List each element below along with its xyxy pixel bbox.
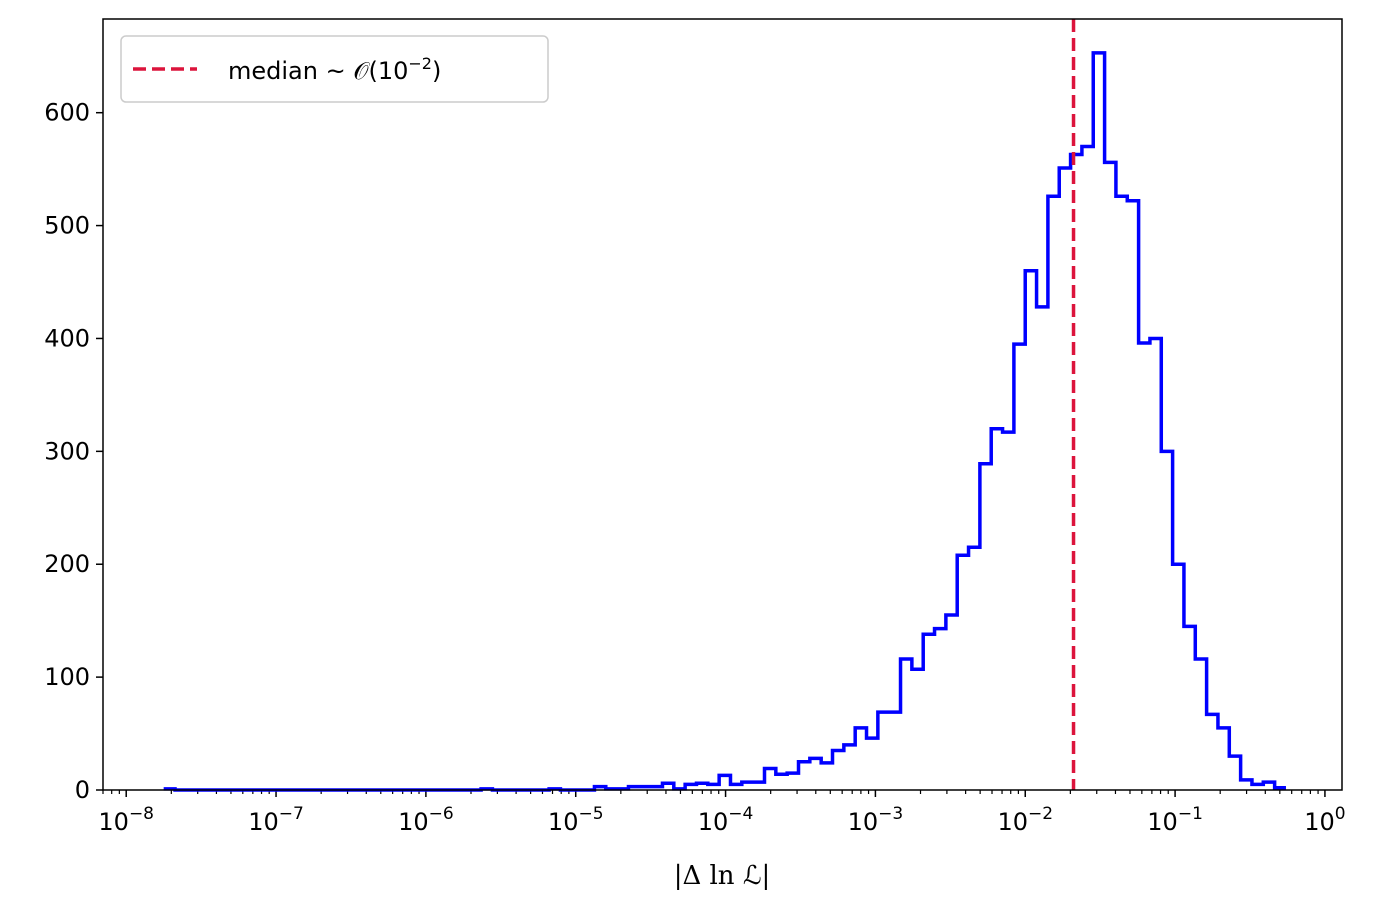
x-tick-label: 10−2 — [997, 804, 1053, 836]
legend-median-text: median ~ 𝒪(10 — [228, 57, 408, 85]
x-tick-label: 10−1 — [1147, 804, 1203, 836]
x-tick-exponent: −4 — [728, 804, 753, 824]
x-tick-base: 10 — [698, 808, 729, 836]
x-major-ticks: 10−8 10−7 10−6 10−5 10−4 10−3 10−2 10−1 100 — [98, 790, 1346, 836]
x-tick-base: 10 — [997, 808, 1028, 836]
x-tick-base: 10 — [1304, 808, 1335, 836]
y-tick-label: 200 — [44, 550, 90, 578]
x-tick-exponent: −6 — [429, 804, 454, 824]
x-tick-label: 10−3 — [848, 804, 904, 836]
x-tick-base: 10 — [398, 808, 429, 836]
x-tick-label: 10−5 — [548, 804, 604, 836]
x-tick-base: 10 — [248, 808, 279, 836]
x-tick-base: 10 — [98, 808, 129, 836]
y-tick-label: 0 — [75, 776, 90, 804]
x-tick-exponent: −7 — [279, 804, 304, 824]
x-tick-exponent: −2 — [1028, 804, 1053, 824]
legend: median ~ 𝒪(10−2) — [120, 35, 549, 103]
x-tick-base: 10 — [848, 808, 879, 836]
x-tick-label: 10−8 — [98, 804, 154, 836]
x-axis-label: |Δ ln ℒ| — [674, 861, 771, 891]
y-tick-label: 500 — [44, 212, 90, 240]
x-tick-label: 10−6 — [398, 804, 454, 836]
plot-background — [103, 19, 1342, 790]
legend-median-exponent: −2 — [408, 54, 432, 73]
x-tick-label: 100 — [1304, 804, 1345, 836]
legend-median-label: median ~ 𝒪(10−2) — [228, 54, 441, 85]
x-tick-exponent: −8 — [129, 804, 154, 824]
x-tick-base: 10 — [1147, 808, 1178, 836]
x-tick-exponent: 0 — [1335, 804, 1346, 824]
y-tick-label: 400 — [44, 324, 90, 352]
x-tick-base: 10 — [548, 808, 579, 836]
y-tick-label: 300 — [44, 437, 90, 465]
plot-frame — [102, 18, 1343, 791]
legend-box — [120, 35, 549, 103]
y-ticks: 0 100 200 300 400 500 600 — [44, 99, 103, 804]
x-tick-label: 10−7 — [248, 804, 304, 836]
legend-median-close: ) — [432, 57, 441, 85]
x-tick-exponent: −1 — [1178, 804, 1203, 824]
y-tick-label: 600 — [44, 99, 90, 127]
x-tick-exponent: −3 — [878, 804, 903, 824]
y-tick-label: 100 — [44, 663, 90, 691]
x-tick-exponent: −5 — [578, 804, 603, 824]
x-tick-label: 10−4 — [698, 804, 754, 836]
